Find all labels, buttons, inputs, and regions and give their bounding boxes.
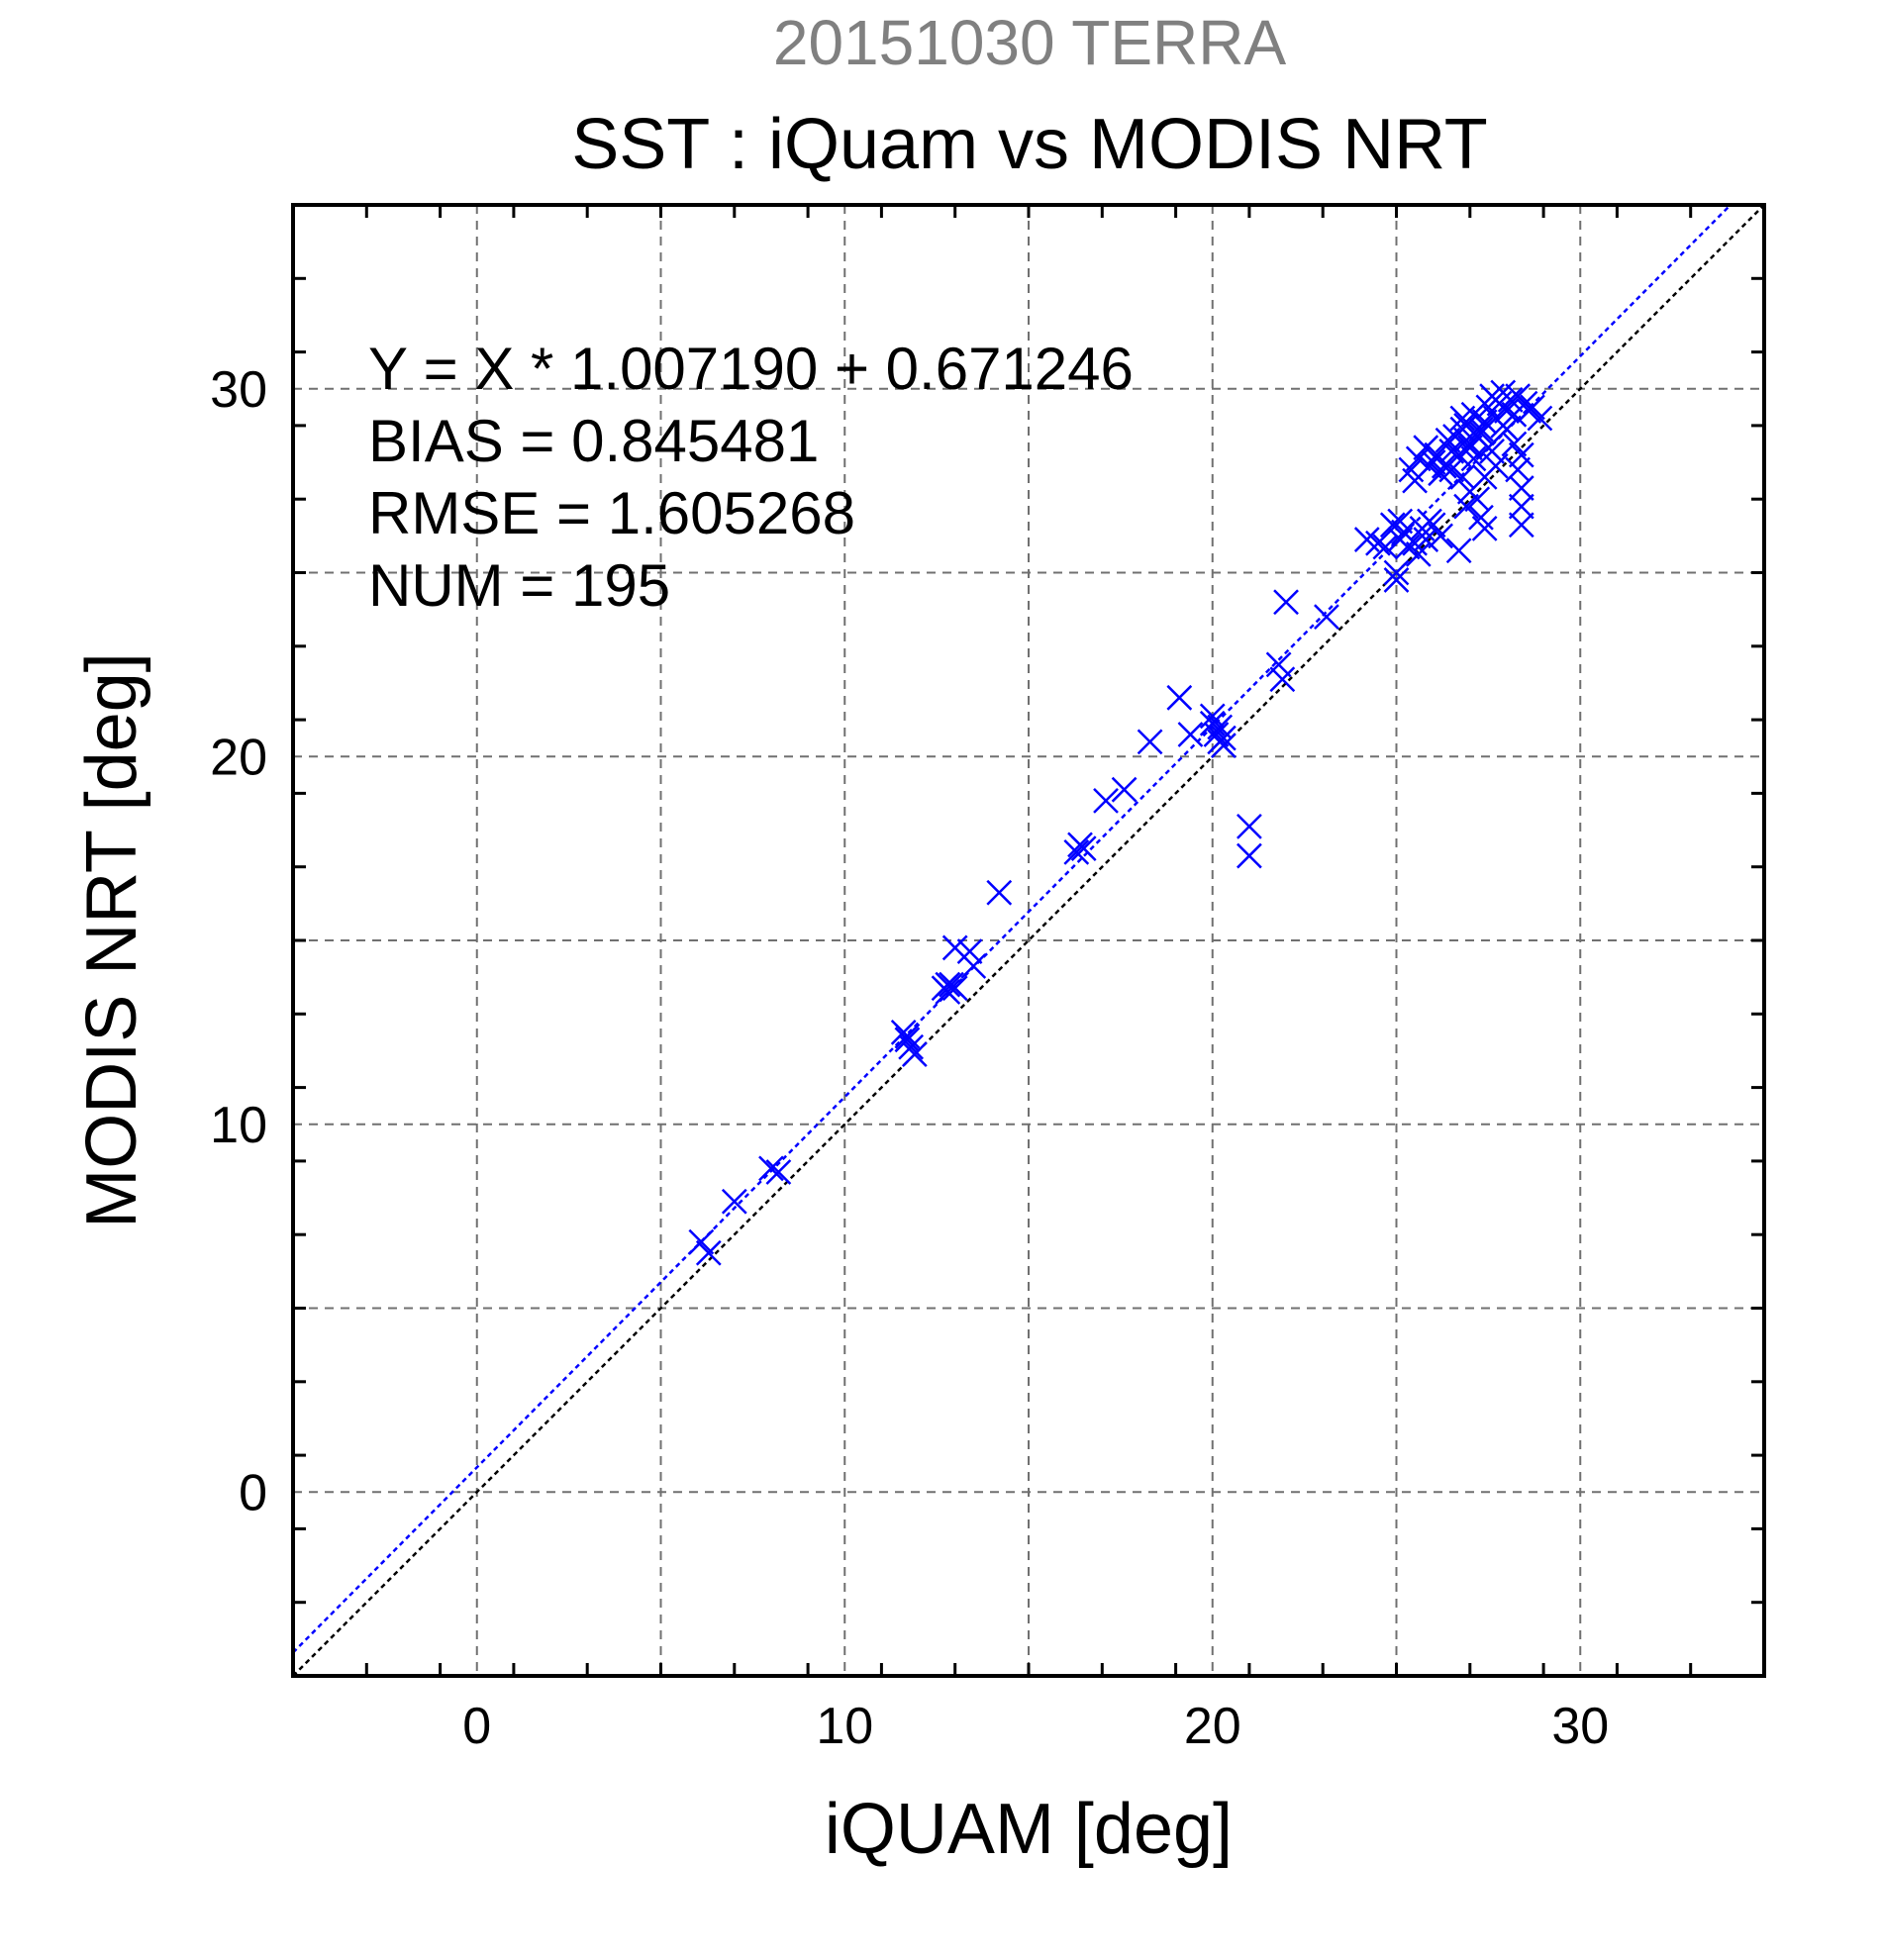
tick-labels: 0 10 20 30 0 10 20 30 <box>210 361 1609 1755</box>
scatter-point <box>935 979 961 1005</box>
y-tick-label: 10 <box>210 1097 267 1154</box>
regression-line <box>292 204 1732 1654</box>
scatter-point <box>1177 722 1204 747</box>
data-points <box>688 379 1553 1266</box>
scatter-point <box>1379 512 1406 539</box>
scatter-point <box>1456 435 1483 461</box>
scatter-point <box>1405 445 1432 472</box>
plot-frame <box>291 203 1766 1678</box>
scatter-point <box>1265 651 1292 678</box>
chart-suptitle: 20151030 TERRA <box>773 7 1287 78</box>
scatter-point <box>1428 523 1453 549</box>
axis-ticks <box>293 205 1764 1676</box>
scatter-point <box>695 1239 722 1266</box>
scatter-point <box>1269 666 1296 693</box>
scatter-point <box>1438 456 1465 483</box>
scatter-point <box>960 953 987 979</box>
scatter-point <box>1453 427 1479 453</box>
scatter-point <box>1314 604 1339 630</box>
y-tick-label: 0 <box>239 1464 267 1521</box>
scatter-point <box>941 975 968 1002</box>
y-tick-label: 30 <box>210 361 267 419</box>
scatter-point <box>1273 589 1299 616</box>
scatter-point <box>890 1019 917 1045</box>
x-tick-label: 30 <box>1551 1698 1609 1755</box>
y-axis-label: MODIS NRT [deg] <box>72 652 151 1228</box>
x-tick-label: 20 <box>1184 1698 1241 1755</box>
scatter-point <box>1420 512 1446 539</box>
scatter-point <box>1508 441 1534 468</box>
scatter-point <box>1383 567 1410 593</box>
scatter-point <box>765 1159 792 1185</box>
scatter-point <box>1468 416 1494 442</box>
scatter-point <box>1372 534 1399 560</box>
scatter-point <box>1237 813 1262 839</box>
scatter-point <box>1494 416 1520 442</box>
chart-title: SST : iQuam vs MODIS NRT <box>571 105 1488 184</box>
scatter-point <box>1405 541 1432 567</box>
scatter-point <box>1482 452 1509 479</box>
scatter-point <box>1453 493 1479 520</box>
scatter-point <box>1383 559 1410 586</box>
scatter-point <box>1449 464 1476 490</box>
scatter-point <box>935 971 961 998</box>
scatter-point <box>1199 703 1226 730</box>
x-tick-label: 10 <box>816 1698 873 1755</box>
scatter-point <box>1070 835 1097 862</box>
x-axis-label: iQUAM [deg] <box>825 1790 1233 1869</box>
grid-lines <box>293 205 1764 1676</box>
scatter-point <box>1527 405 1553 432</box>
stats-line: BIAS = 0.845481 <box>368 408 819 474</box>
scatter-point <box>901 1041 928 1068</box>
scatter-point <box>1166 684 1193 711</box>
scatter-point <box>1111 776 1138 803</box>
scatter-point <box>1497 387 1524 413</box>
scatter-point <box>1520 394 1545 421</box>
scatter-point <box>1479 439 1505 464</box>
scatter-point <box>986 879 1013 906</box>
stats-line: NUM = 195 <box>368 552 670 619</box>
scatter-point <box>1445 538 1472 564</box>
scatter-point <box>898 1033 925 1060</box>
scatter-point <box>1508 512 1534 539</box>
scatter-point <box>1449 405 1476 432</box>
x-tick-label: 0 <box>462 1698 491 1755</box>
scatter-point <box>894 1027 921 1053</box>
scatter-point <box>1394 534 1421 560</box>
scatter-point <box>1093 787 1119 814</box>
scatter-point <box>1508 475 1534 501</box>
scatter-point <box>1211 725 1237 751</box>
scatter-point <box>758 1155 784 1182</box>
scatter-point <box>721 1188 747 1215</box>
stats-line: RMSE = 1.605268 <box>368 480 855 546</box>
scatter-point <box>1237 842 1262 869</box>
y-tick-label: 20 <box>210 729 267 786</box>
scatter-point <box>688 1228 715 1255</box>
scatter-point <box>1508 493 1534 520</box>
scatter-point <box>1471 516 1498 541</box>
scatter-point <box>1387 508 1414 535</box>
scatter-point <box>1501 431 1528 457</box>
reference-lines <box>292 204 1765 1677</box>
scatter-point <box>1063 838 1090 865</box>
scatter-point <box>1137 729 1163 755</box>
scatter-point <box>1365 530 1391 556</box>
scatter-point <box>1431 452 1457 479</box>
scatter-point <box>956 938 983 965</box>
stats-line: Y = X * 1.007190 + 0.671246 <box>368 336 1134 402</box>
scatter-point <box>1505 456 1531 483</box>
